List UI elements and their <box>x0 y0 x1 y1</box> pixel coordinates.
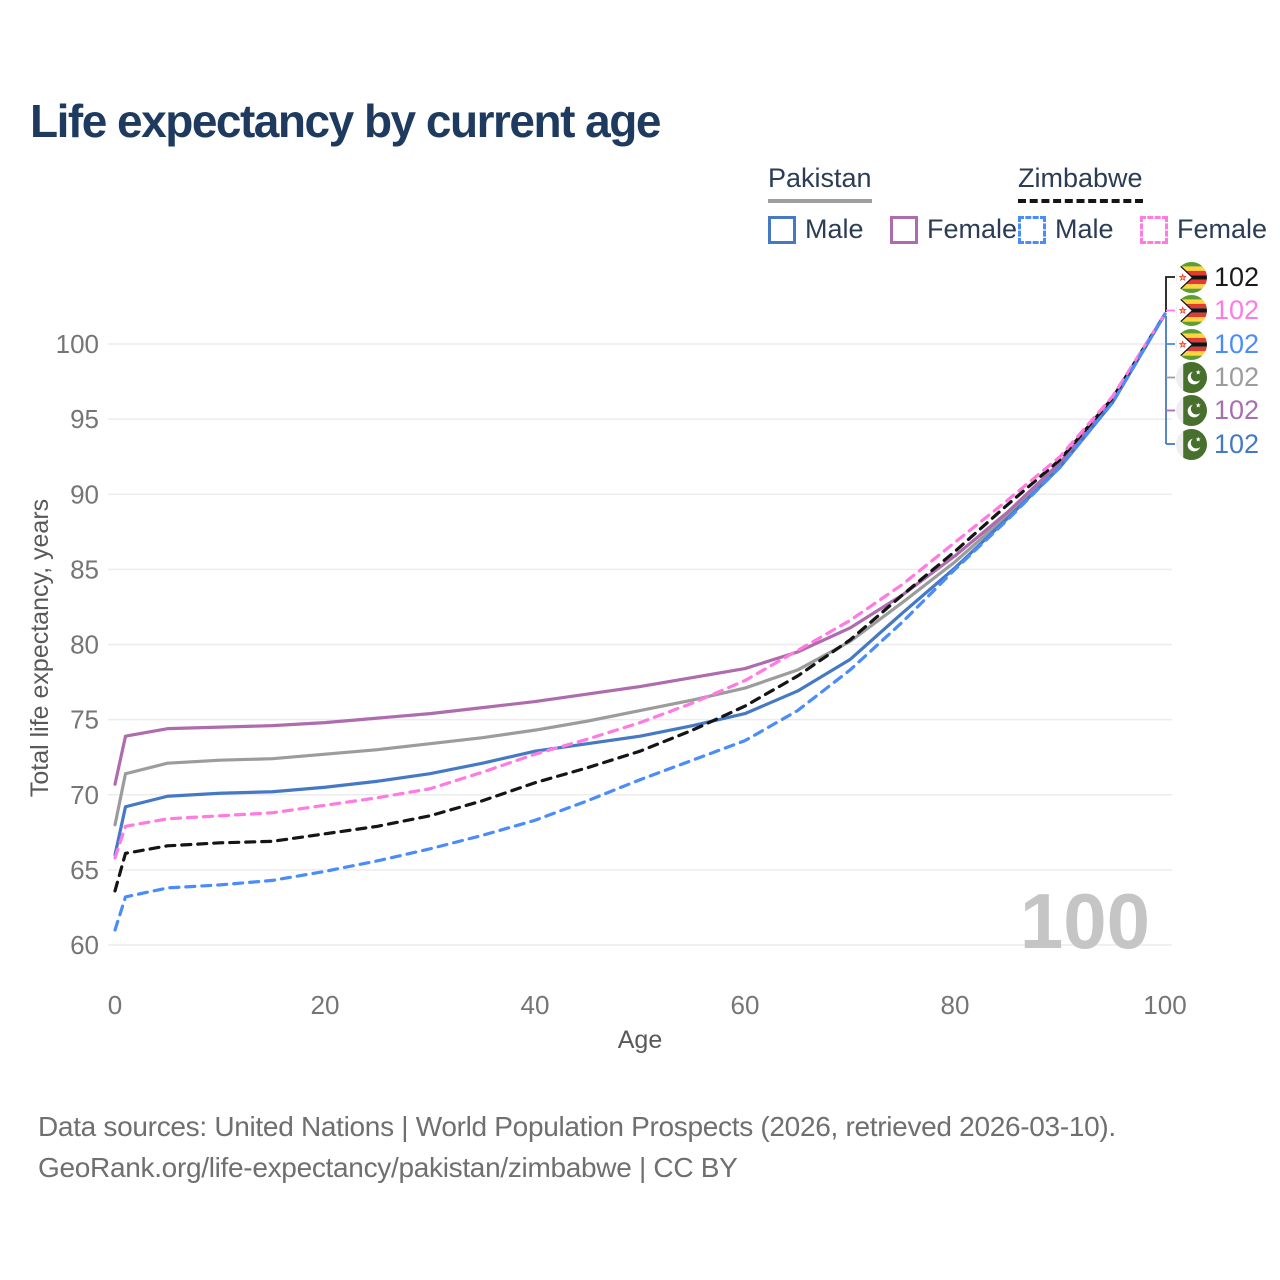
end-label-pakistan-male: 102 <box>1176 428 1259 460</box>
y-tick-label: 95 <box>70 404 99 434</box>
x-tick-label: 80 <box>941 990 970 1020</box>
x-tick-label: 60 <box>731 990 760 1020</box>
y-tick-label: 80 <box>70 630 99 660</box>
end-label-value: 102 <box>1214 428 1260 459</box>
leader-line <box>1165 276 1175 312</box>
end-label-pakistan-female: 102 <box>1176 395 1259 427</box>
pakistan-flag-icon <box>1176 429 1207 460</box>
pakistan-flag-icon <box>1176 362 1207 393</box>
zimbabwe-flag-icon <box>1176 262 1207 293</box>
series-line-zimbabwe-male <box>113 312 1167 932</box>
pakistan-female-swatch <box>889 215 918 244</box>
footer: Data sources: United Nations | World Pop… <box>38 1106 1116 1188</box>
data-sources-line: Data sources: United Nations | World Pop… <box>38 1111 1116 1142</box>
legend-group-pakistan: Pakistan Male Female <box>768 163 1039 249</box>
x-tick-label: 0 <box>108 990 122 1020</box>
series-line-zimbabwe-both <box>113 312 1167 893</box>
x-tick-label: 20 <box>311 990 340 1020</box>
x-tick-label: 100 <box>1143 990 1186 1020</box>
y-tick-label: 90 <box>70 479 99 509</box>
y-tick-label: 65 <box>70 855 99 885</box>
y-tick-label: 75 <box>70 705 99 735</box>
end-label-zimbabwe-female: 102 <box>1176 295 1259 327</box>
y-tick-label: 70 <box>70 780 99 810</box>
zimbabwe-male-swatch <box>1018 215 1046 244</box>
y-axis-title: Total life expectancy, years <box>26 499 54 797</box>
zimbabwe-flag-icon <box>1176 295 1207 326</box>
legend-item-pakistan-female[interactable]: Female <box>889 214 1017 245</box>
end-label-value: 102 <box>1214 328 1260 359</box>
age-watermark: 100 <box>1020 877 1150 965</box>
y-tick-label: 100 <box>56 329 99 359</box>
source-url-line[interactable]: GeoRank.org/life-expectancy/pakistan/zim… <box>38 1152 738 1183</box>
legend-item-pakistan-male[interactable]: Male <box>768 214 864 245</box>
series-line-pakistan-male <box>113 312 1167 857</box>
end-label-zimbabwe-both: 102 <box>1176 261 1259 293</box>
series-line-pakistan-female <box>113 312 1167 786</box>
legend-country-pakistan[interactable]: Pakistan <box>768 163 872 203</box>
y-tick-label: 85 <box>70 554 99 584</box>
end-label-value: 102 <box>1214 395 1260 425</box>
end-label-zimbabwe-male: 102 <box>1176 328 1259 360</box>
pakistan-male-swatch <box>768 215 796 244</box>
legend-item-zimbabwe-male[interactable]: Male <box>1018 214 1114 245</box>
end-label-pakistan-both: 102 <box>1176 362 1259 394</box>
zimbabwe-flag-icon <box>1176 329 1207 360</box>
x-tick-label: 40 <box>521 990 550 1020</box>
y-tick-label: 60 <box>70 930 99 960</box>
end-label-value: 102 <box>1214 295 1260 325</box>
end-label-value: 102 <box>1214 261 1260 292</box>
x-axis-title: Age <box>618 1026 662 1054</box>
end-label-value: 102 <box>1214 362 1260 392</box>
zimbabwe-female-swatch <box>1139 215 1168 244</box>
legend-item-zimbabwe-female[interactable]: Female <box>1139 214 1267 245</box>
legend-group-zimbabwe: Zimbabwe Male Female <box>1018 163 1280 249</box>
series-line-zimbabwe-female <box>113 312 1167 860</box>
series-line-pakistan-both <box>113 312 1167 827</box>
pakistan-flag-icon <box>1176 395 1207 426</box>
page-title: Life expectancy by current age <box>30 95 661 147</box>
legend-country-zimbabwe[interactable]: Zimbabwe <box>1018 163 1143 203</box>
